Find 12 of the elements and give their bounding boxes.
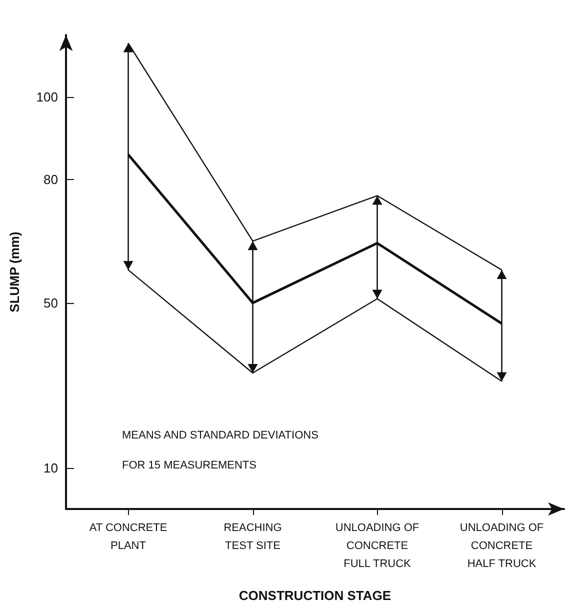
y-tick-label: 100 — [36, 89, 58, 104]
x-tick-label: AT CONCRETE PLANT — [89, 522, 168, 552]
y-axis-title: SLUMP (mm) — [7, 232, 22, 312]
y-tick-label: 50 — [44, 295, 58, 310]
x-tick-label: REACHING TEST SITE — [224, 522, 282, 552]
annotation: MEANS AND STANDARD DEVIATIONS — [122, 430, 318, 442]
y-tick-label: 80 — [44, 172, 58, 187]
x-tick-label: UNLOADING OF CONCRETE HALF TRUCK — [460, 522, 544, 570]
x-axis-title: CONSTRUCTION STAGE — [238, 588, 392, 603]
x-tick-label: UNLOADING OF CONCRETE FULL TRUCK — [335, 522, 420, 570]
annotation: FOR 15 MEASUREMENTS — [122, 460, 256, 472]
y-tick-label: 10 — [44, 460, 58, 476]
